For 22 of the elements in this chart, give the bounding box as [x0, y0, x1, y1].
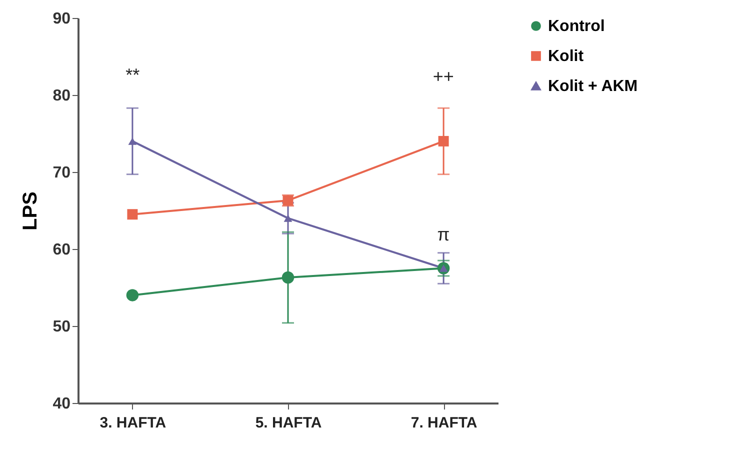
- x-tick-label: 3. HAFTA: [100, 414, 166, 432]
- point: [126, 289, 139, 302]
- annotation: π: [437, 224, 450, 245]
- legend-label: Kolit + AKM: [548, 78, 638, 95]
- y-tick-label: 60: [52, 242, 71, 258]
- point: [282, 271, 294, 284]
- y-tick-label: 90: [52, 10, 71, 28]
- x-tick-label: 5. HAFTA: [255, 414, 322, 432]
- point: [127, 209, 138, 220]
- point: [284, 214, 292, 222]
- annotation: **: [126, 64, 140, 85]
- y-tick-label: 50: [52, 318, 71, 336]
- y-tick-label: 70: [52, 164, 71, 182]
- annotation: ++: [432, 66, 454, 87]
- point: [128, 138, 137, 145]
- y-axis-title: LPS: [20, 192, 42, 230]
- legend-label: Kolit: [548, 48, 584, 65]
- y-tick-label: 40: [52, 396, 71, 412]
- point: [438, 136, 449, 146]
- legend-label: Kontrol: [548, 18, 605, 35]
- y-tick-label: 80: [52, 88, 71, 104]
- x-tick-label: 7. HAFTA: [410, 414, 478, 432]
